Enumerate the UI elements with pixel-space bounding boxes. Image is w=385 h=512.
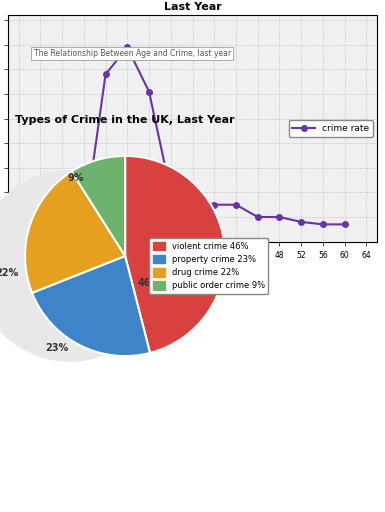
crime rate xyxy=(60,236,64,242)
X-axis label: age: age xyxy=(182,265,203,275)
crime rate xyxy=(38,236,43,242)
Title: The Relationship Between Age and Crime,
Last Year: The Relationship Between Age and Crime, … xyxy=(61,0,324,12)
crime rate xyxy=(103,71,108,77)
Circle shape xyxy=(0,171,165,361)
crime rate xyxy=(125,44,130,50)
Wedge shape xyxy=(25,172,125,293)
Text: The Relationship Between Age and Crime, last year: The Relationship Between Age and Crime, … xyxy=(33,49,231,58)
Legend: crime rate: crime rate xyxy=(289,120,373,137)
Wedge shape xyxy=(125,156,225,353)
Wedge shape xyxy=(72,156,125,256)
crime rate xyxy=(169,189,173,196)
crime rate xyxy=(277,214,282,220)
Text: 23%: 23% xyxy=(45,343,68,353)
crime rate xyxy=(147,89,151,95)
crime rate xyxy=(16,236,21,242)
crime rate xyxy=(255,214,260,220)
Text: 22%: 22% xyxy=(0,268,18,278)
Line: crime rate: crime rate xyxy=(16,45,348,242)
Text: 9%: 9% xyxy=(68,173,84,183)
Title: Types of Crime in the UK, Last Year: Types of Crime in the UK, Last Year xyxy=(15,115,235,124)
crime rate xyxy=(321,221,325,227)
Text: 46%: 46% xyxy=(138,278,161,288)
crime rate xyxy=(299,219,303,225)
crime rate xyxy=(234,202,238,208)
Legend: violent crime 46%, property crime 23%, drug crime 22%, public order crime 9%: violent crime 46%, property crime 23%, d… xyxy=(149,238,268,294)
crime rate xyxy=(82,226,86,232)
crime rate xyxy=(342,221,347,227)
crime rate xyxy=(212,202,216,208)
crime rate xyxy=(190,194,195,200)
Wedge shape xyxy=(32,256,150,356)
